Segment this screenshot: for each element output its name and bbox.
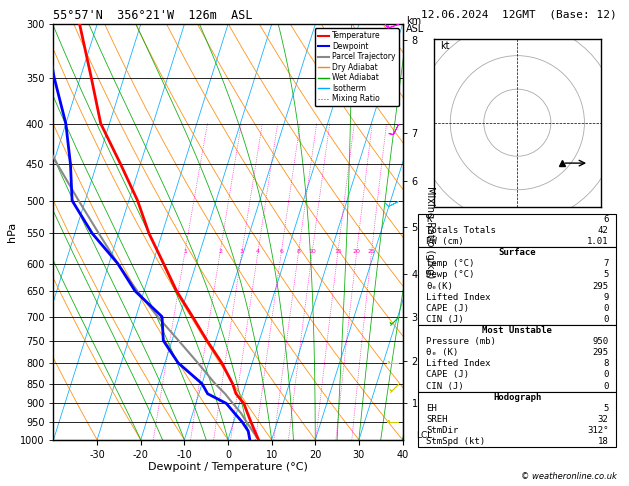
Text: 5: 5 (603, 270, 608, 279)
Text: km: km (406, 16, 421, 26)
Text: 0: 0 (603, 370, 608, 380)
Text: θₑ (K): θₑ (K) (426, 348, 459, 357)
Text: 6: 6 (279, 249, 283, 254)
Text: CIN (J): CIN (J) (426, 382, 464, 391)
Text: CIN (J): CIN (J) (426, 315, 464, 324)
X-axis label: Dewpoint / Temperature (°C): Dewpoint / Temperature (°C) (148, 462, 308, 472)
Text: 2: 2 (218, 249, 222, 254)
Text: ASL: ASL (406, 24, 424, 35)
Text: SREH: SREH (426, 415, 448, 424)
Text: 1.01: 1.01 (587, 237, 608, 246)
Text: 4: 4 (256, 249, 260, 254)
Text: 1: 1 (183, 249, 187, 254)
Text: 20: 20 (353, 249, 360, 254)
Text: 55°57'N  356°21'W  126m  ASL: 55°57'N 356°21'W 126m ASL (53, 9, 253, 22)
Text: Hodograph: Hodograph (493, 393, 542, 401)
Text: 0: 0 (603, 315, 608, 324)
Text: 312°: 312° (587, 426, 608, 435)
Text: 32: 32 (598, 415, 608, 424)
Text: 0: 0 (603, 304, 608, 313)
Text: 18: 18 (598, 437, 608, 446)
Text: 8: 8 (603, 359, 608, 368)
Text: PW (cm): PW (cm) (426, 237, 464, 246)
Text: 15: 15 (334, 249, 342, 254)
Text: 10: 10 (308, 249, 316, 254)
Text: LCL: LCL (416, 431, 433, 440)
Text: StmDir: StmDir (426, 426, 459, 435)
Text: StmSpd (kt): StmSpd (kt) (426, 437, 486, 446)
Text: 5: 5 (603, 404, 608, 413)
Text: 3: 3 (240, 249, 244, 254)
Text: 295: 295 (593, 348, 608, 357)
Text: Temp (°C): Temp (°C) (426, 260, 475, 268)
Text: CAPE (J): CAPE (J) (426, 304, 469, 313)
Text: 42: 42 (598, 226, 608, 235)
Text: 9: 9 (603, 293, 608, 302)
Text: 295: 295 (593, 281, 608, 291)
Text: Most Unstable: Most Unstable (482, 326, 552, 335)
FancyBboxPatch shape (418, 214, 616, 247)
Text: 0: 0 (603, 382, 608, 391)
Text: K: K (426, 215, 431, 224)
Text: Totals Totals: Totals Totals (426, 226, 496, 235)
Text: kt: kt (440, 41, 450, 51)
Text: θₑ(K): θₑ(K) (426, 281, 453, 291)
Text: 950: 950 (593, 337, 608, 346)
FancyBboxPatch shape (418, 247, 616, 325)
Text: 25: 25 (367, 249, 376, 254)
FancyBboxPatch shape (418, 392, 616, 447)
Y-axis label: Mixing Ratio (g/kg): Mixing Ratio (g/kg) (425, 186, 435, 278)
Text: 8: 8 (297, 249, 301, 254)
Text: Dewp (°C): Dewp (°C) (426, 270, 475, 279)
Text: Lifted Index: Lifted Index (426, 293, 491, 302)
FancyBboxPatch shape (418, 325, 616, 392)
Legend: Temperature, Dewpoint, Parcel Trajectory, Dry Adiabat, Wet Adiabat, Isotherm, Mi: Temperature, Dewpoint, Parcel Trajectory… (314, 28, 399, 106)
Text: 12.06.2024  12GMT  (Base: 12): 12.06.2024 12GMT (Base: 12) (421, 10, 616, 20)
Text: Pressure (mb): Pressure (mb) (426, 337, 496, 346)
Text: 6: 6 (603, 215, 608, 224)
Text: Lifted Index: Lifted Index (426, 359, 491, 368)
Y-axis label: hPa: hPa (7, 222, 17, 242)
Text: Surface: Surface (499, 248, 536, 257)
Text: © weatheronline.co.uk: © weatheronline.co.uk (521, 472, 616, 481)
Text: EH: EH (426, 404, 437, 413)
Text: CAPE (J): CAPE (J) (426, 370, 469, 380)
Text: 7: 7 (603, 260, 608, 268)
